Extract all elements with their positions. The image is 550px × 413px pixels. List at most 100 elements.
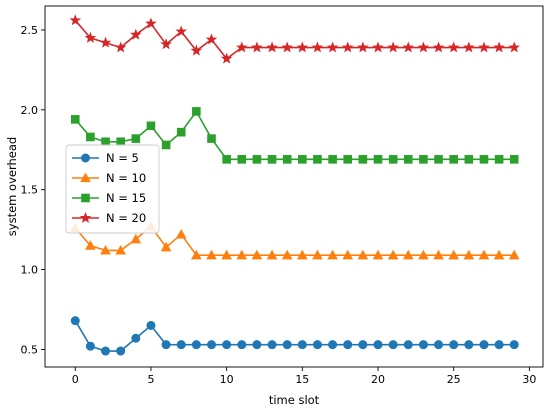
data-point-2-24 — [434, 155, 443, 164]
y-axis: 0.5 1.0 1.5 2.0 2.5 — [21, 24, 45, 356]
data-point-2-5 — [146, 121, 156, 131]
data-point-2-26 — [464, 155, 474, 164]
legend-marker-1 — [80, 172, 91, 183]
data-point-3-16 — [311, 41, 324, 53]
data-point-1-11 — [236, 249, 248, 260]
data-point-3-18 — [341, 41, 354, 53]
series-line-3 — [74, 19, 515, 60]
data-point-2-6 — [161, 140, 171, 150]
data-point-1-8 — [191, 249, 202, 260]
data-point-0-24 — [434, 340, 444, 350]
data-point-2-8 — [192, 107, 201, 116]
data-point-0-28 — [494, 340, 504, 350]
data-point-2-4 — [131, 134, 141, 143]
data-point-1-15 — [297, 249, 308, 260]
data-point-1-14 — [281, 249, 293, 260]
data-point-3-24 — [432, 41, 445, 53]
data-point-3-1 — [84, 31, 97, 43]
data-point-0-29 — [509, 340, 519, 350]
data-point-3-12 — [251, 41, 263, 53]
x-tick-label-4: 20 — [371, 373, 385, 386]
data-point-3-26 — [463, 41, 475, 53]
data-point-0-26 — [464, 340, 474, 350]
legend-box — [65, 144, 160, 234]
data-point-1-20 — [372, 249, 384, 260]
series-layer — [69, 14, 520, 356]
legend-label-0: N = 5 — [106, 151, 139, 165]
data-point-2-28 — [494, 155, 504, 164]
data-point-3-4 — [130, 28, 142, 40]
data-point-1-19 — [357, 249, 369, 260]
x-tick-label-6: 30 — [522, 373, 536, 386]
y-tick-label-3: 2.0 — [21, 104, 39, 117]
data-point-1-29 — [508, 249, 520, 260]
data-point-0-10 — [222, 340, 232, 350]
data-point-0-1 — [85, 341, 95, 351]
data-point-3-6 — [160, 38, 172, 50]
data-point-0-7 — [176, 340, 186, 350]
data-point-0-25 — [449, 340, 459, 350]
data-point-2-13 — [267, 155, 277, 164]
data-point-2-23 — [419, 155, 428, 164]
x-tick-label-2: 10 — [220, 373, 234, 386]
data-point-0-15 — [297, 340, 307, 350]
data-point-0-11 — [237, 340, 247, 350]
x-axis: 0 5 10 15 20 25 30 — [72, 367, 536, 386]
series-0 — [70, 316, 519, 356]
data-point-1-13 — [266, 249, 278, 260]
data-point-2-15 — [298, 155, 307, 164]
data-point-3-2 — [99, 36, 112, 48]
data-point-3-27 — [478, 41, 490, 53]
y-tick-label-4: 2.5 — [21, 24, 39, 37]
data-point-3-0 — [69, 14, 82, 26]
data-point-2-14 — [282, 155, 292, 164]
data-point-0-27 — [479, 340, 489, 350]
legend-item-1: N = 10 — [72, 171, 146, 185]
x-axis-label: time slot — [269, 393, 320, 407]
y-tick-label-1: 1.0 — [21, 264, 39, 277]
data-point-0-17 — [328, 340, 338, 350]
data-point-1-9 — [206, 249, 217, 260]
data-point-2-9 — [207, 134, 216, 143]
data-point-0-14 — [282, 340, 292, 350]
data-point-3-17 — [326, 41, 339, 53]
data-point-1-17 — [327, 249, 338, 260]
data-point-1-28 — [493, 249, 505, 260]
data-point-3-9 — [205, 33, 218, 45]
series-3 — [69, 14, 520, 64]
data-point-2-0 — [70, 115, 80, 124]
data-point-3-3 — [114, 41, 127, 53]
legend-marker-3 — [79, 211, 92, 223]
data-point-0-21 — [388, 340, 398, 350]
data-point-0-5 — [146, 320, 156, 330]
data-point-2-10 — [222, 155, 231, 164]
y-axis-label: system overhead — [5, 137, 19, 236]
data-point-1-25 — [448, 249, 460, 260]
legend: N = 5 N = 10 N = 15 N = 20 — [65, 144, 160, 234]
data-point-3-8 — [190, 44, 203, 56]
data-point-2-7 — [176, 127, 186, 137]
data-point-0-6 — [161, 340, 171, 350]
data-point-2-29 — [509, 155, 519, 164]
data-point-3-11 — [236, 41, 248, 53]
data-point-1-27 — [478, 249, 490, 260]
x-tick-label-0: 0 — [72, 373, 79, 386]
y-tick-label-0: 0.5 — [21, 343, 39, 356]
legend-label-3: N = 20 — [106, 211, 146, 225]
data-point-2-1 — [86, 132, 95, 142]
data-point-3-10 — [220, 52, 233, 64]
data-point-2-22 — [403, 155, 413, 164]
data-point-3-15 — [296, 41, 309, 53]
x-tick-label-1: 5 — [147, 373, 154, 386]
data-point-0-16 — [312, 340, 322, 350]
data-point-0-2 — [101, 346, 111, 356]
data-point-2-12 — [252, 155, 262, 164]
data-point-2-25 — [449, 155, 458, 164]
data-point-1-4 — [130, 233, 142, 244]
data-point-2-21 — [388, 155, 398, 164]
legend-label-1: N = 10 — [106, 171, 146, 185]
data-point-0-20 — [373, 340, 383, 350]
data-point-2-18 — [343, 155, 353, 164]
data-point-3-20 — [372, 41, 384, 53]
